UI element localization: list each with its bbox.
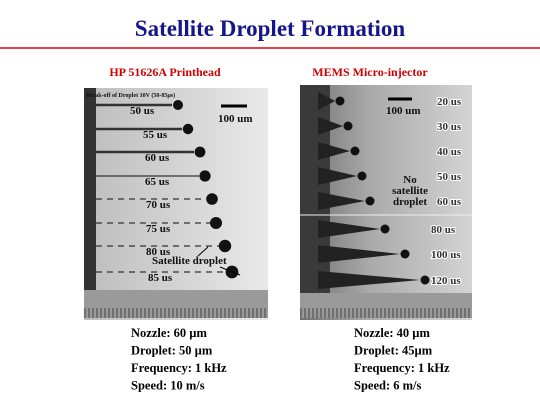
time-label: 60 us xyxy=(145,152,170,164)
time-label: 20 us xyxy=(437,96,462,108)
droplet xyxy=(210,217,222,229)
time-label: 70 us xyxy=(146,199,171,211)
droplet xyxy=(218,239,232,253)
jet xyxy=(318,167,357,185)
scale-label: 100 um xyxy=(386,105,421,117)
jet xyxy=(318,142,350,160)
droplet xyxy=(194,146,206,158)
jet xyxy=(318,245,400,263)
spec-line: Frequency: 1 kHz xyxy=(354,361,450,375)
droplet xyxy=(182,123,194,135)
droplet xyxy=(365,196,375,206)
droplet xyxy=(173,100,183,110)
time-label: 80 us xyxy=(146,246,171,258)
annotation: Satellite droplet xyxy=(152,255,227,267)
spec-line: Nozzle: 40 µm xyxy=(354,326,431,340)
spec-line: Nozzle: 60 µm xyxy=(131,326,208,340)
jet xyxy=(318,192,365,210)
spec-line: Speed: 10 m/s xyxy=(131,379,205,393)
jet xyxy=(318,271,420,289)
time-label: 85 us xyxy=(148,272,173,284)
droplet xyxy=(343,121,353,131)
annotation: No xyxy=(403,174,417,186)
left-photo xyxy=(84,88,268,320)
time-label: 120 us xyxy=(431,275,461,287)
droplet xyxy=(206,193,218,205)
time-label: 50 us xyxy=(437,171,462,183)
droplet xyxy=(400,249,410,259)
droplet xyxy=(350,146,360,156)
time-label: 60 us xyxy=(437,196,462,208)
time-label: 50 us xyxy=(130,105,155,117)
time-label: 75 us xyxy=(146,223,171,235)
spec-line: Droplet: 50 µm xyxy=(131,344,213,358)
time-label: 30 us xyxy=(437,121,462,133)
left-caption: Break-off of Droplet 10V (50-85µs) xyxy=(86,92,175,99)
jet xyxy=(318,117,343,135)
right-heading: MEMS Micro-injector xyxy=(312,65,428,79)
annotation: droplet xyxy=(393,196,427,208)
droplet xyxy=(199,170,211,182)
title: Satellite Droplet Formation xyxy=(135,16,406,41)
left-heading: HP 51626A Printhead xyxy=(109,65,221,79)
droplet xyxy=(420,275,430,285)
spec-line: Frequency: 1 kHz xyxy=(131,361,227,375)
jet xyxy=(318,92,335,110)
annotation: satellite xyxy=(392,185,428,197)
time-label: 80 us xyxy=(431,224,456,236)
time-label: 40 us xyxy=(437,146,462,158)
scale-label: 100 um xyxy=(218,113,253,125)
arrow xyxy=(219,266,241,276)
droplet xyxy=(335,96,345,106)
spec-line: Droplet: 45µm xyxy=(354,344,433,358)
right-photo xyxy=(300,85,472,320)
spec-line: Speed: 6 m/s xyxy=(354,379,422,393)
droplet xyxy=(380,224,390,234)
time-label: 55 us xyxy=(143,129,168,141)
droplet xyxy=(357,171,367,181)
time-label: 65 us xyxy=(145,176,170,188)
arrow xyxy=(197,246,209,257)
jet xyxy=(318,220,380,238)
time-label: 100 us xyxy=(431,249,461,261)
